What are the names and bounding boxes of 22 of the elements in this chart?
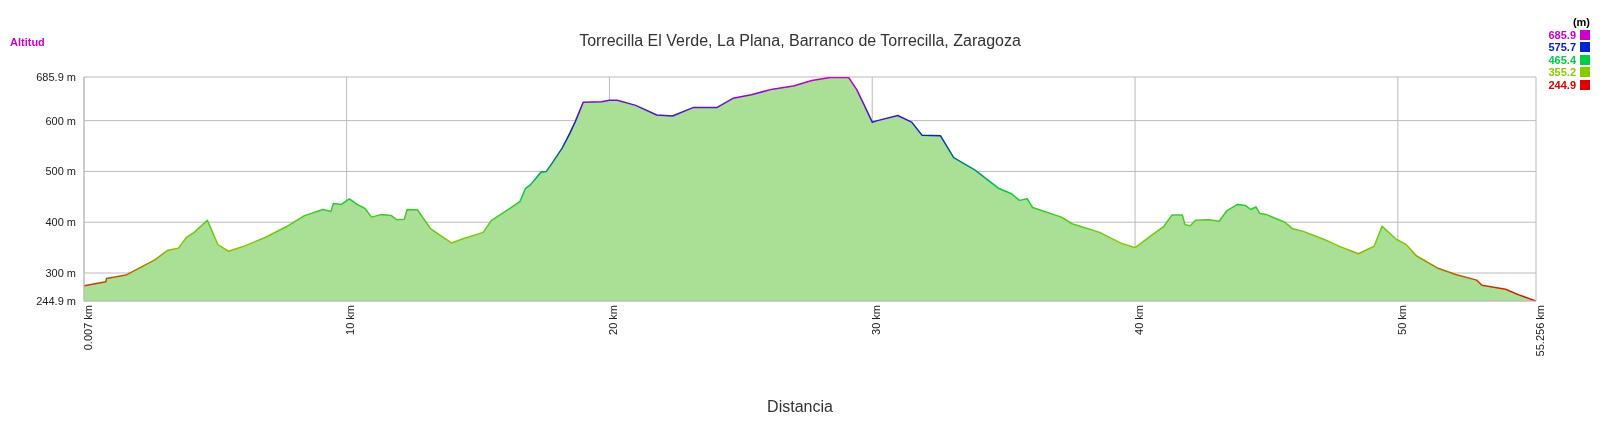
chart-title: Torrecilla El Verde, La Plana, Barranco de Torrecilla, Zaragoza xyxy=(579,32,1021,49)
y-tick-label: 600 m xyxy=(45,114,76,127)
color-bar-label: 465.4 xyxy=(1548,54,1577,66)
color-bar-label: 244.9 xyxy=(1548,79,1577,91)
y-tick-label: 685.9 m xyxy=(36,70,76,83)
y-tick-label: 244.9 m xyxy=(36,294,76,307)
color-bar-title: (m) xyxy=(1572,16,1590,28)
color-bar-label: 685.9 xyxy=(1548,29,1577,41)
color-bar-label: 575.7 xyxy=(1548,41,1577,54)
x-tick-label: 20 km xyxy=(607,305,620,335)
color-bar-label: 355.2 xyxy=(1548,66,1577,79)
x-tick-label: 40 km xyxy=(1132,305,1145,335)
y-tick-label: 500 m xyxy=(45,165,76,178)
y-tick-label: 300 m xyxy=(45,266,76,279)
x-tick-label: 55.256 km xyxy=(1533,305,1546,357)
x-tick-label: 30 km xyxy=(870,305,883,335)
x-tick-label: 50 km xyxy=(1395,305,1408,335)
x-tick-label: 10 km xyxy=(344,305,357,335)
y-tick-label: 400 m xyxy=(45,216,76,229)
y-axis-title: Altitud xyxy=(10,36,45,48)
x-axis-title: Distancia xyxy=(766,398,834,416)
x-tick-label: 0.007 km xyxy=(81,305,94,351)
